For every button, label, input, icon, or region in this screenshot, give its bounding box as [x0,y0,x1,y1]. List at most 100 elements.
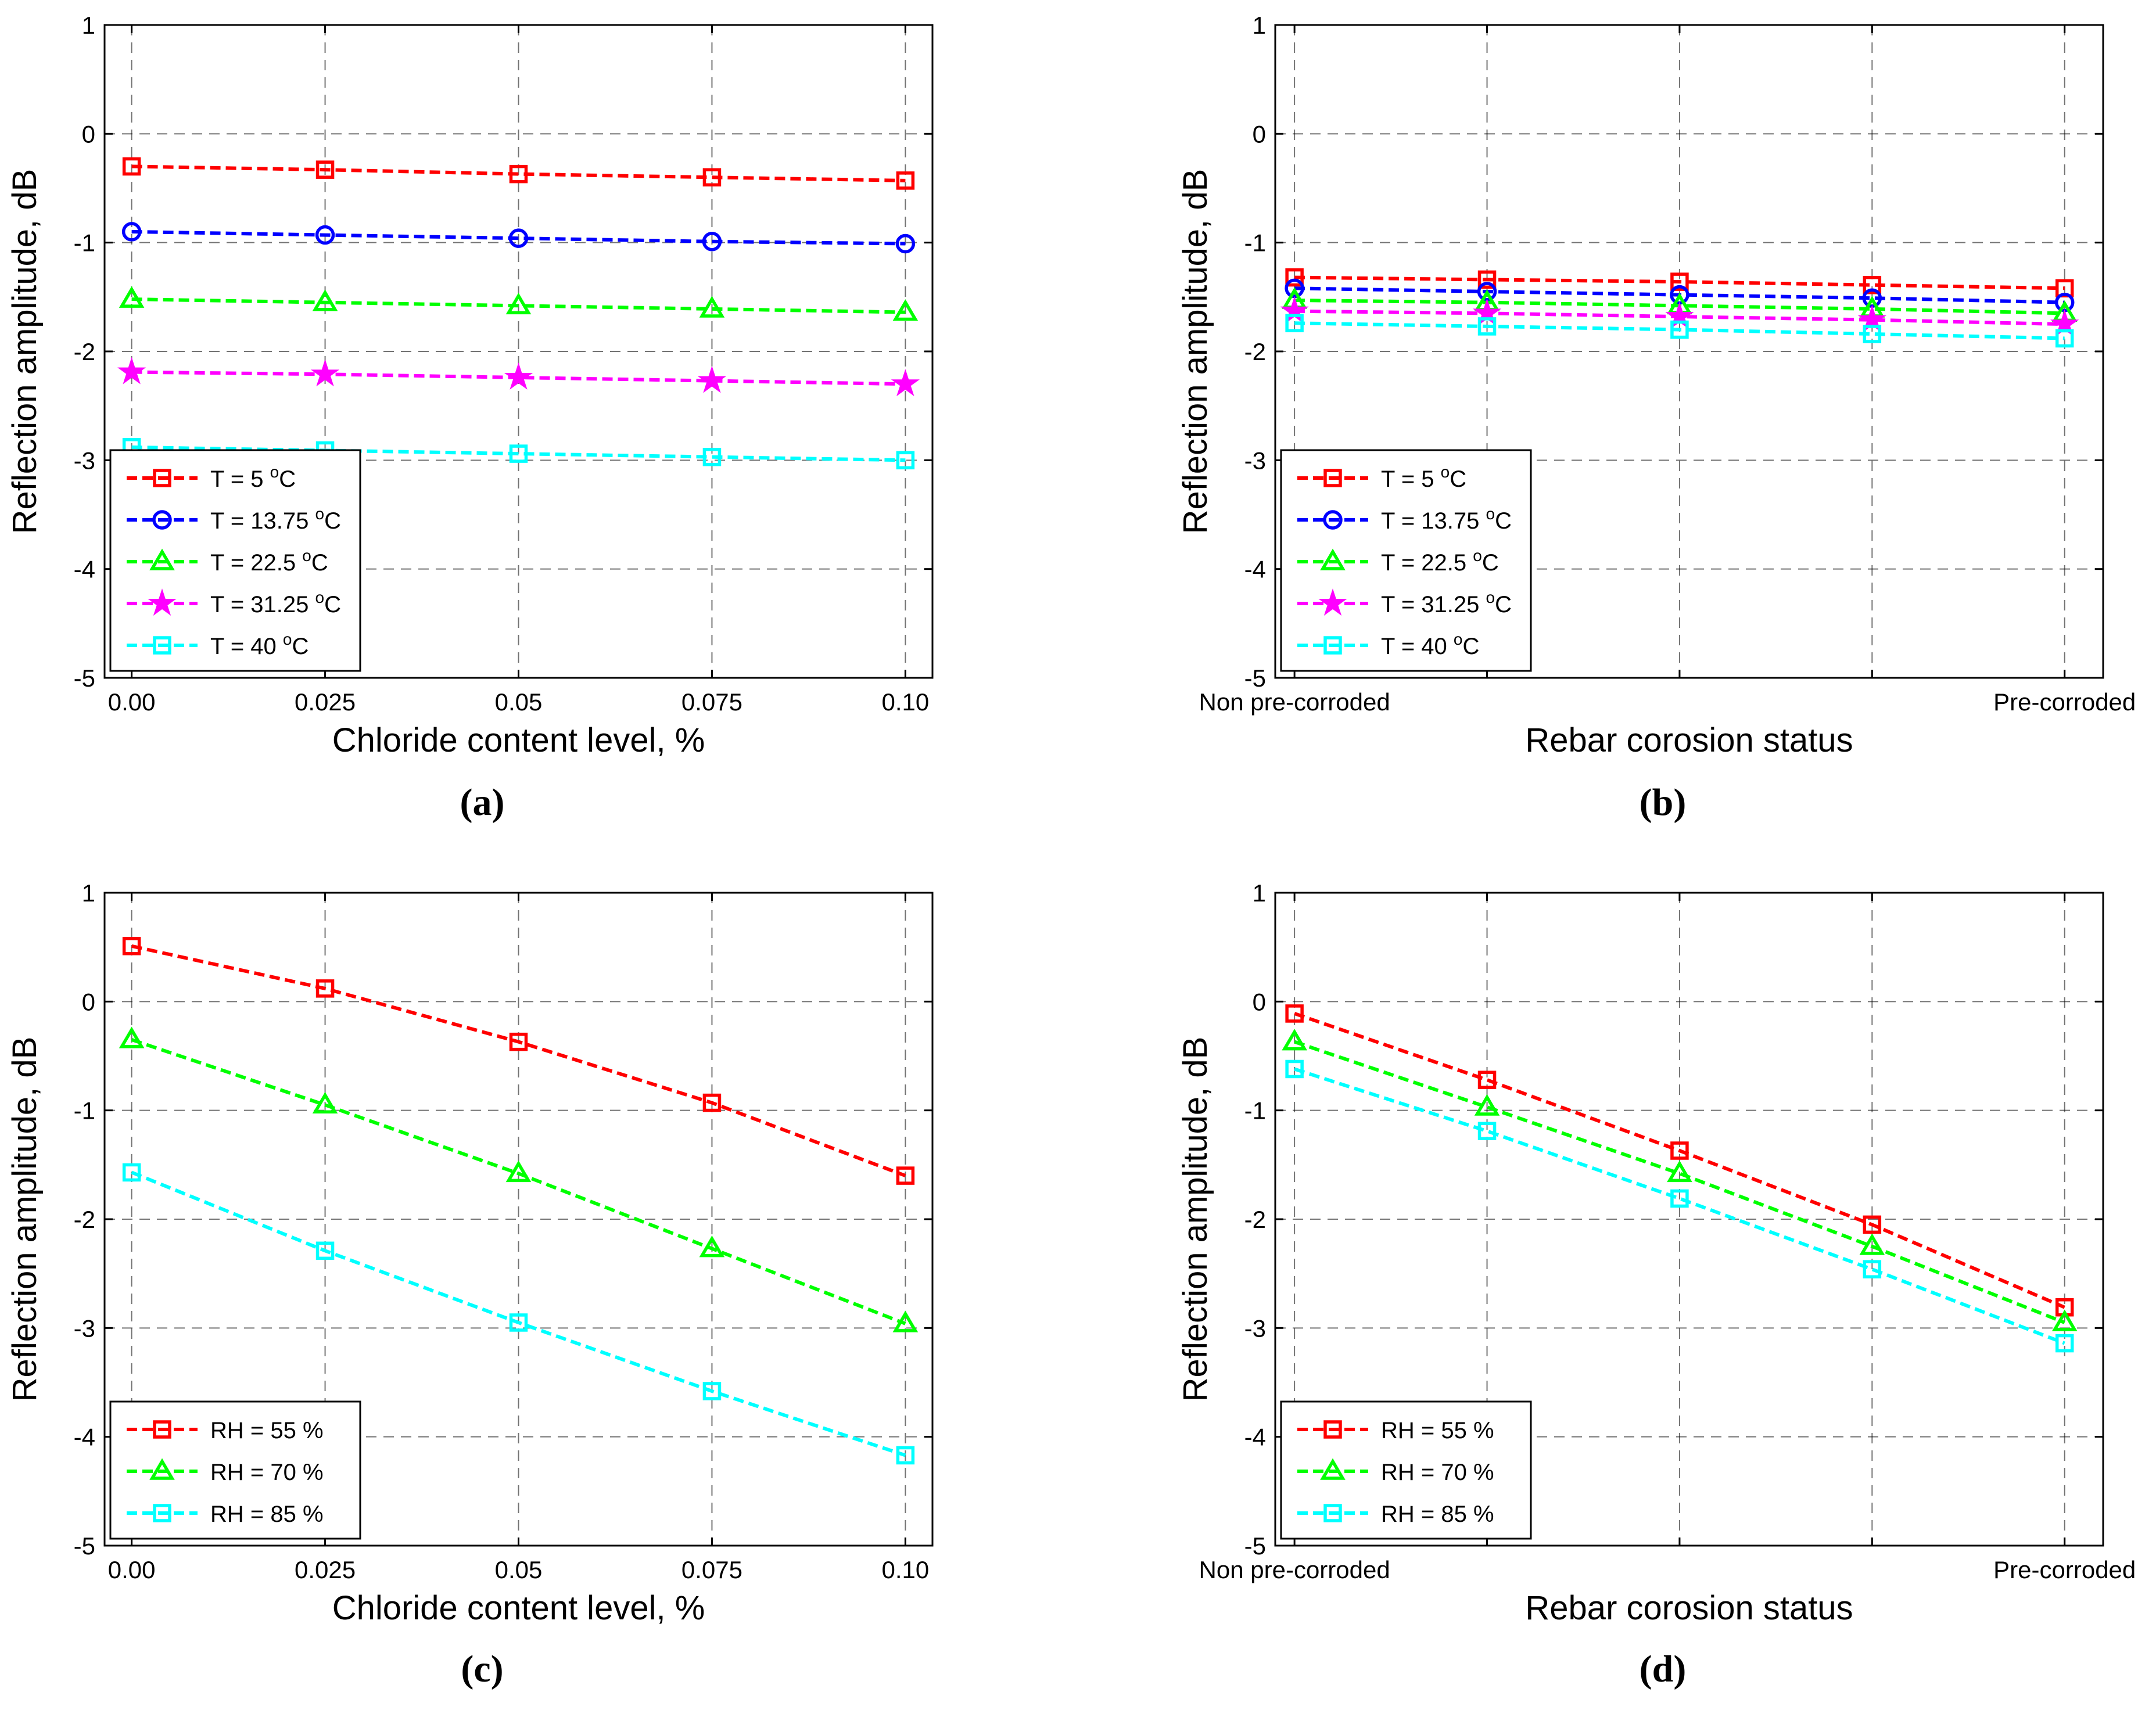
y-tick-label: -1 [1244,229,1266,257]
panel-caption: (a) [460,781,505,824]
legend-label-text: T = 13.75 [1381,508,1486,534]
data-point [702,1093,722,1112]
legend-label-text: RH = 85 % [1381,1501,1494,1527]
legend-label-text: RH = 70 % [1381,1460,1494,1485]
legend-entry: RH = 55 % [127,1418,324,1443]
data-point [896,451,915,470]
data-point [1863,325,1882,343]
y-tick-label: 0 [1253,120,1266,148]
data-point [1859,1233,1885,1255]
data-point [117,357,146,385]
legend-label-text: RH = 85 % [210,1501,324,1527]
y-tick-label: 0 [1253,988,1266,1015]
legend-label-text: T = 40 [210,634,283,659]
data-point [505,1160,532,1183]
legend-entry: T = 22.5 oC [1297,547,1499,576]
series-line [131,944,906,1177]
y-axis-label: Reflection amplitude, dB [6,1037,44,1402]
legend-label-degree: o [270,463,279,481]
data-point [896,1166,915,1185]
data-point [122,1163,141,1182]
data-point [1477,1122,1497,1141]
legend-label-text: RH = 70 % [210,1460,324,1485]
data-point [1477,1070,1497,1089]
x-axis-label: Rebar corosion status [1525,1589,1853,1627]
data-point [509,1313,528,1332]
series-line [131,1038,906,1325]
x-tick-label: 0.00 [108,688,156,716]
data-point [2055,329,2074,348]
data-point [315,160,335,179]
data-point [1282,1029,1307,1051]
data-point [1670,1141,1689,1160]
panel-caption: (c) [461,1648,503,1690]
legend-label-text: T = 22.5 [1381,550,1473,576]
x-tick-label: Non pre-corroded [1199,688,1390,716]
legend-label-degree: o [1441,463,1450,481]
data-point [891,369,920,397]
legend-label: T = 13.75 oC [210,505,341,534]
legend-label: T = 13.75 oC [1381,505,1512,534]
legend-label: T = 5 oC [210,463,296,492]
legend-swatch-marker [1318,588,1347,616]
legend-label-degree: o [1486,505,1495,523]
legend-label: RH = 85 % [1381,1501,1494,1527]
legend-label-text: T = 31.25 [1381,592,1486,617]
legend: T = 5 oCT = 13.75 oCT = 22.5 oCT = 31.25… [1280,449,1532,672]
panel-caption: (d) [1640,1648,1687,1690]
legend-label: T = 22.5 oC [1381,547,1499,576]
legend-label-unit: C [279,466,296,492]
y-tick-label: -4 [74,1424,95,1451]
legend-entry: T = 31.25 oC [127,588,341,617]
data-point [119,1026,145,1048]
legend-label-degree: o [1486,588,1495,606]
data-point [2050,309,2079,337]
data-point [702,168,722,187]
series-line [1294,1067,2065,1345]
legend-label-unit: C [1495,592,1512,617]
x-tick-label: 0.05 [495,688,543,716]
x-tick-label: Pre-corroded [1993,1556,2136,1583]
y-tick-label: -1 [74,229,95,257]
x-tick-label: Non pre-corroded [1199,1556,1390,1583]
y-tick-label: 1 [82,879,95,907]
legend-label: RH = 55 % [1381,1418,1494,1443]
data-point [505,292,532,315]
legend-entry: T = 31.25 oC [1297,588,1512,617]
data-point [509,444,528,463]
series-line [1294,275,2065,290]
data-point [1285,1059,1304,1079]
data-point [121,222,142,242]
chart-panel: -5 -4 -3 -2 -1 0 1 Non pre-corroded Pre-corroded… [1176,879,2136,1690]
legend-swatch-marker [153,1504,171,1522]
legend-entry: T = 40 oC [1297,630,1479,659]
y-tick-label: -5 [74,664,95,692]
legend-entry: T = 40 oC [127,630,308,659]
y-tick-label: -2 [74,338,95,365]
data-point [1863,275,1882,294]
legend-label-text: T = 40 [1381,634,1454,659]
y-tick-label: -3 [74,1314,95,1342]
legend-label: T = 31.25 oC [1381,588,1512,617]
legend-swatch-marker [148,588,177,616]
legend-label-unit: C [1450,466,1466,492]
legend-label-unit: C [1462,634,1479,659]
legend-label-unit: C [311,550,328,576]
data-point [310,359,340,387]
y-tick-label: -3 [1244,1314,1266,1342]
data-point [312,289,338,311]
y-tick-label: 0 [82,120,95,148]
y-tick-label: 0 [82,988,95,1015]
panel-caption: (b) [1640,781,1687,824]
legend-swatch-marker [1323,1420,1342,1439]
data-point [896,1446,915,1465]
legend-label: T = 5 oC [1381,463,1466,492]
legend-label-degree: o [315,588,325,606]
x-tick-label: 0.10 [882,688,930,716]
legend-swatch-marker [149,548,175,570]
data-point [315,979,335,998]
legend-label-text: T = 31.25 [210,592,315,617]
legend-label-degree: o [1473,547,1482,565]
y-axis-label: Reflection amplitude, dB [1176,169,1214,534]
